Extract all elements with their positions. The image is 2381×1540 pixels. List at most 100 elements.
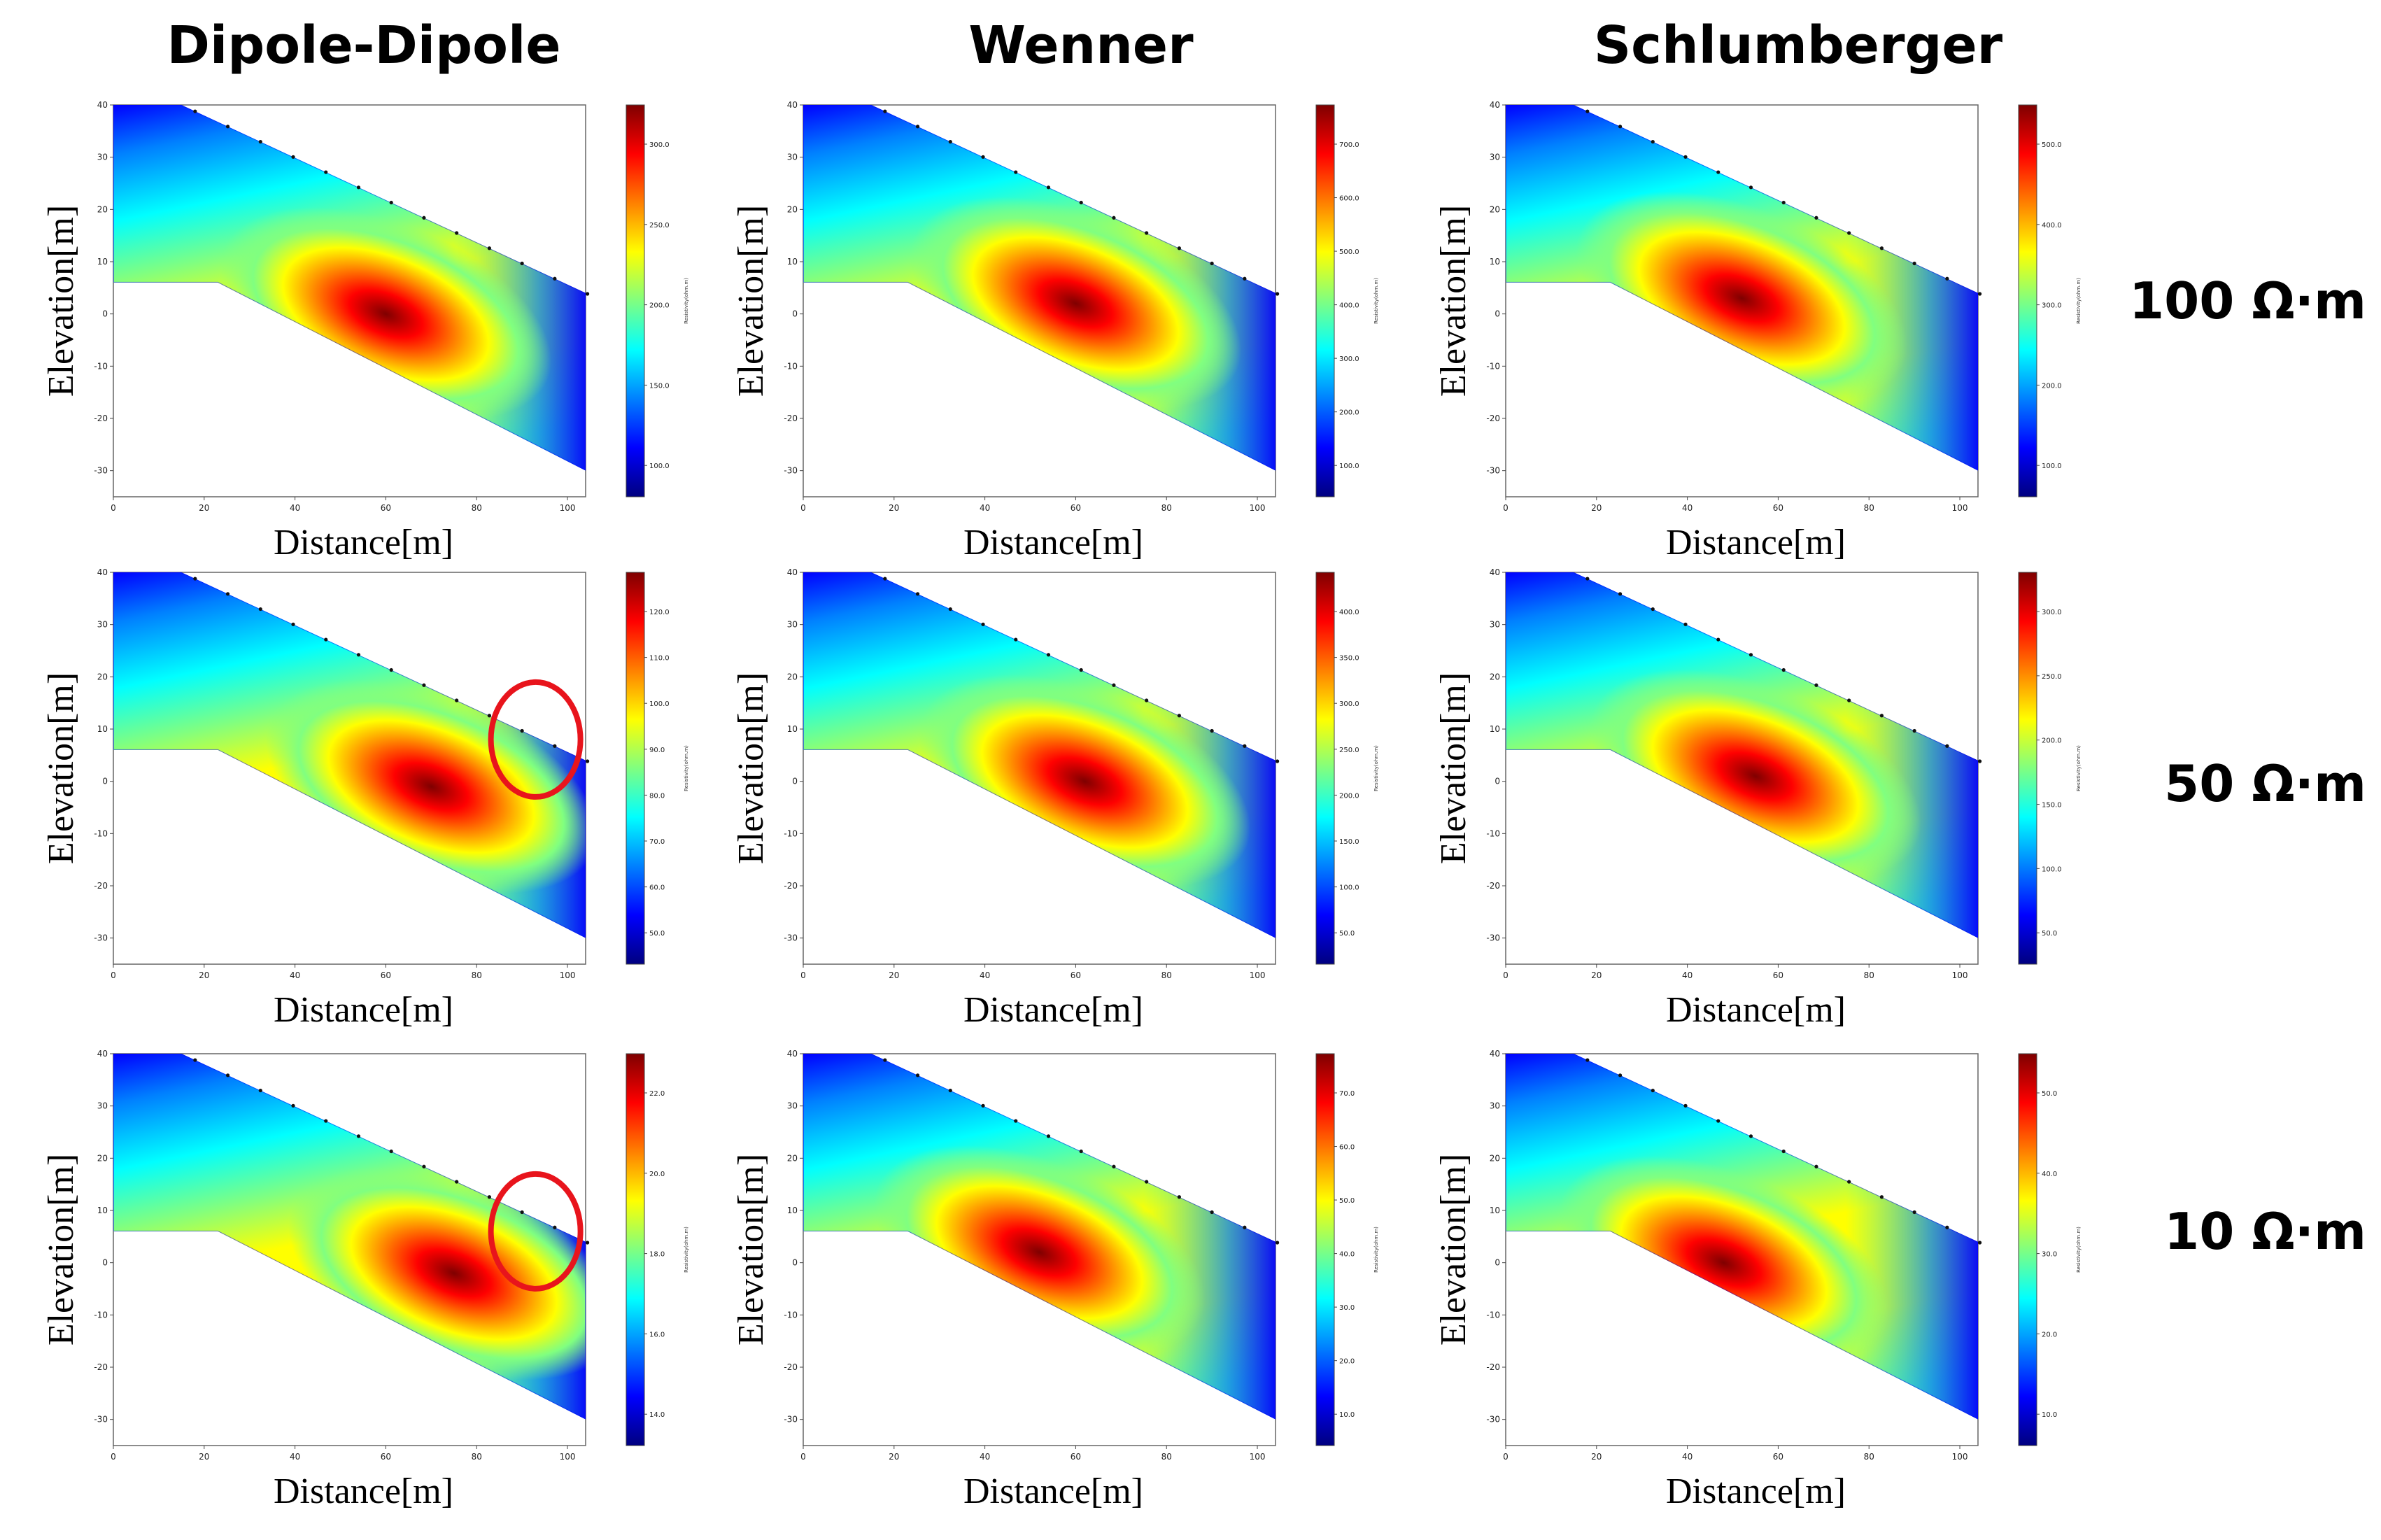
electrode-markers [883, 577, 1280, 763]
colorbar-title: Resistivity(ohm.m) [1373, 745, 1379, 791]
x-tick-label: 60 [1773, 503, 1783, 513]
x-tick-label: 80 [472, 1452, 482, 1462]
colorbar-tick-label: 30.0 [2042, 1251, 2057, 1259]
y-axis-title: Elevation[m] [731, 1154, 771, 1345]
x-axis-title: Distance[m] [274, 990, 453, 1030]
y-tick-label: -20 [784, 1362, 798, 1372]
y-tick-label: -20 [1486, 414, 1500, 423]
x-tick-label: 20 [199, 503, 209, 513]
x-axis-title: Distance[m] [274, 523, 453, 563]
y-tick-label: 20 [97, 204, 108, 214]
y-tick-label: 0 [102, 777, 108, 786]
colorbar-tick-label: 14.0 [649, 1411, 665, 1419]
x-tick-label: 100 [1250, 1452, 1266, 1462]
row-label: 100 Ω·m [2129, 271, 2366, 330]
y-tick-label: 0 [102, 309, 108, 319]
resistivity-panel: 0 20 40 60 80 100403020100-10-20-30Distance[m… [1434, 100, 2082, 563]
colorbar-tick-label: 100.0 [649, 700, 670, 708]
y-tick-label: -30 [94, 466, 108, 476]
x-tick-label: 100 [1250, 503, 1266, 513]
colorbar-tick-label: 150.0 [1339, 838, 1359, 846]
colorbar-tick-label: 30.0 [1339, 1304, 1355, 1312]
x-tick-label: 40 [980, 503, 990, 513]
x-tick-label: 20 [889, 1452, 899, 1462]
column-title: Wenner [968, 15, 1194, 76]
x-tick-label: 100 [1952, 503, 1968, 513]
colorbar-tick-label: 400.0 [1339, 302, 1359, 310]
x-tick-label: 0 [1503, 970, 1509, 980]
colorbar-tick-label: 100.0 [1339, 884, 1359, 892]
colorbar-tick-label: 60.0 [1339, 1144, 1355, 1152]
y-tick-label: 40 [787, 567, 798, 577]
x-tick-label: 40 [980, 1452, 990, 1462]
column-title: Dipole-Dipole [167, 15, 560, 76]
colorbar-tick-label: 150.0 [2042, 802, 2062, 810]
x-tick-label: 40 [290, 970, 300, 980]
colorbar-tick-label: 50.0 [2042, 1090, 2057, 1098]
colorbar-title: Resistivity(ohm.m) [684, 745, 689, 791]
colorbar-tick-label: 250.0 [649, 222, 670, 229]
colorbar-tick-label: 90.0 [649, 747, 665, 754]
y-tick-label: -10 [1486, 361, 1500, 371]
colorbar: 500.0 400.0 300.0 200.0 100.0 Resistivity(ohm… [2018, 104, 2082, 497]
y-axis-title: Elevation[m] [1434, 1154, 1474, 1345]
x-tick-label: 20 [1591, 1452, 1602, 1462]
colorbar-title: Resistivity(ohm.m) [2076, 278, 2082, 324]
annotation-circle [488, 1171, 584, 1292]
x-tick-label: 80 [1161, 503, 1172, 513]
y-tick-label: 10 [787, 1206, 798, 1215]
colorbar-tick-label: 250.0 [2042, 673, 2062, 681]
colorbar-tick-label: 100.0 [2042, 462, 2062, 470]
y-tick-label: 0 [1495, 309, 1500, 319]
resistivity-panel: 0 20 40 60 80 100403020100-10-20-30Distance[m… [731, 567, 1379, 1030]
y-tick-label: 30 [787, 1101, 798, 1111]
colorbar-tick-label: 50.0 [1339, 1197, 1355, 1205]
y-axis-title: Elevation[m] [731, 672, 771, 864]
resistivity-panel: 0 20 40 60 80 100403020100-10-20-30Distance[m… [41, 100, 689, 563]
y-tick-label: 10 [787, 257, 798, 267]
electrode-markers [1585, 109, 1982, 296]
row-label: 50 Ω·m [2164, 754, 2366, 813]
y-tick-label: 30 [97, 153, 108, 162]
colorbar-tick-label: 600.0 [1339, 195, 1359, 203]
resistivity-panel: 0 20 40 60 80 100403020100-10-20-30Distance[m… [1434, 567, 2082, 1030]
x-tick-label: 0 [1503, 503, 1509, 513]
colorbar-tick-label: 110.0 [649, 655, 670, 663]
colorbar-tick-label: 300.0 [2042, 302, 2062, 310]
y-tick-label: 20 [787, 204, 798, 214]
y-tick-label: -10 [94, 828, 108, 838]
colorbar: 300.0 250.0 200.0 150.0 100.0 Resistivity(ohm… [626, 104, 689, 497]
colorbar-tick-label: 100.0 [649, 462, 670, 470]
colorbar-tick-label: 700.0 [1339, 141, 1359, 149]
x-tick-label: 60 [1071, 1452, 1081, 1462]
x-tick-label: 0 [111, 503, 116, 513]
y-axis-title: Elevation[m] [41, 1154, 81, 1345]
colorbar: 400.0 350.0 300.0 250.0 200.0 150.0 100.0 50.0 R… [1315, 572, 1379, 965]
electrode-markers [1585, 577, 1982, 763]
y-tick-label: 40 [97, 1049, 108, 1059]
colorbar-tick-label: 70.0 [1339, 1090, 1355, 1098]
electrode-markers [193, 1058, 590, 1245]
x-tick-label: 60 [381, 503, 391, 513]
colorbar: 22.0 20.0 18.0 16.0 14.0 Resistivity(ohm.m) [626, 1053, 689, 1446]
x-tick-label: 40 [1682, 1452, 1693, 1462]
annotation-circle [488, 679, 584, 800]
x-tick-label: 0 [800, 970, 806, 980]
x-tick-label: 40 [290, 1452, 300, 1462]
x-tick-label: 20 [199, 1452, 209, 1462]
y-tick-label: 0 [792, 309, 798, 319]
y-axis-title: Elevation[m] [731, 205, 771, 397]
y-tick-label: -30 [1486, 1415, 1500, 1425]
electrode-markers [193, 109, 590, 296]
x-tick-label: 40 [1682, 970, 1693, 980]
colorbar-tick-label: 200.0 [2042, 737, 2062, 745]
y-tick-label: 30 [787, 153, 798, 162]
colorbar-tick-label: 40.0 [2042, 1171, 2057, 1178]
y-tick-label: 10 [1490, 1206, 1500, 1215]
y-tick-label: 40 [1490, 567, 1500, 577]
y-tick-label: 10 [97, 1206, 108, 1215]
colorbar-tick-label: 120.0 [649, 609, 670, 616]
y-tick-label: 20 [787, 672, 798, 681]
y-tick-label: 30 [1490, 620, 1500, 630]
